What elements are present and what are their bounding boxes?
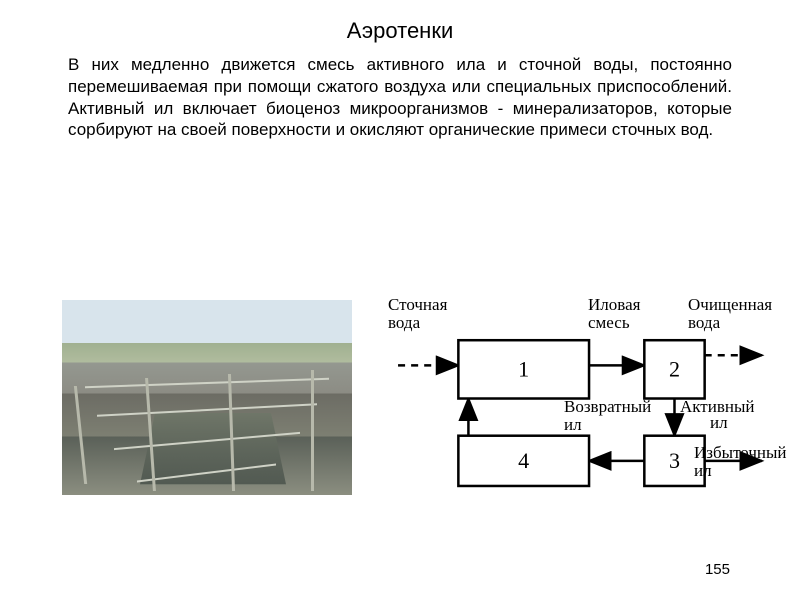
- content-row: 1234 Сточная водаИловая смесьОчищенная в…: [0, 300, 800, 510]
- svg-text:3: 3: [669, 448, 680, 473]
- page-number: 155: [705, 561, 730, 578]
- body-paragraph: В них медленно движется смесь активного …: [0, 54, 800, 141]
- diagram-label: Иловая смесь: [588, 296, 640, 332]
- svg-text:2: 2: [669, 356, 680, 381]
- diagram-label: Избыточный ил: [694, 444, 787, 480]
- svg-text:4: 4: [518, 448, 529, 473]
- diagram-label: Очищенная вода: [688, 296, 772, 332]
- diagram-label: Сточная вода: [388, 296, 447, 332]
- diagram-label: ил: [710, 414, 728, 432]
- page-title: Аэротенки: [0, 0, 800, 54]
- diagram-label: Возвратный ил: [564, 398, 651, 434]
- svg-text:1: 1: [518, 356, 529, 381]
- aerotank-photo: [62, 300, 352, 495]
- flow-diagram: 1234 Сточная водаИловая смесьОчищенная в…: [388, 300, 770, 510]
